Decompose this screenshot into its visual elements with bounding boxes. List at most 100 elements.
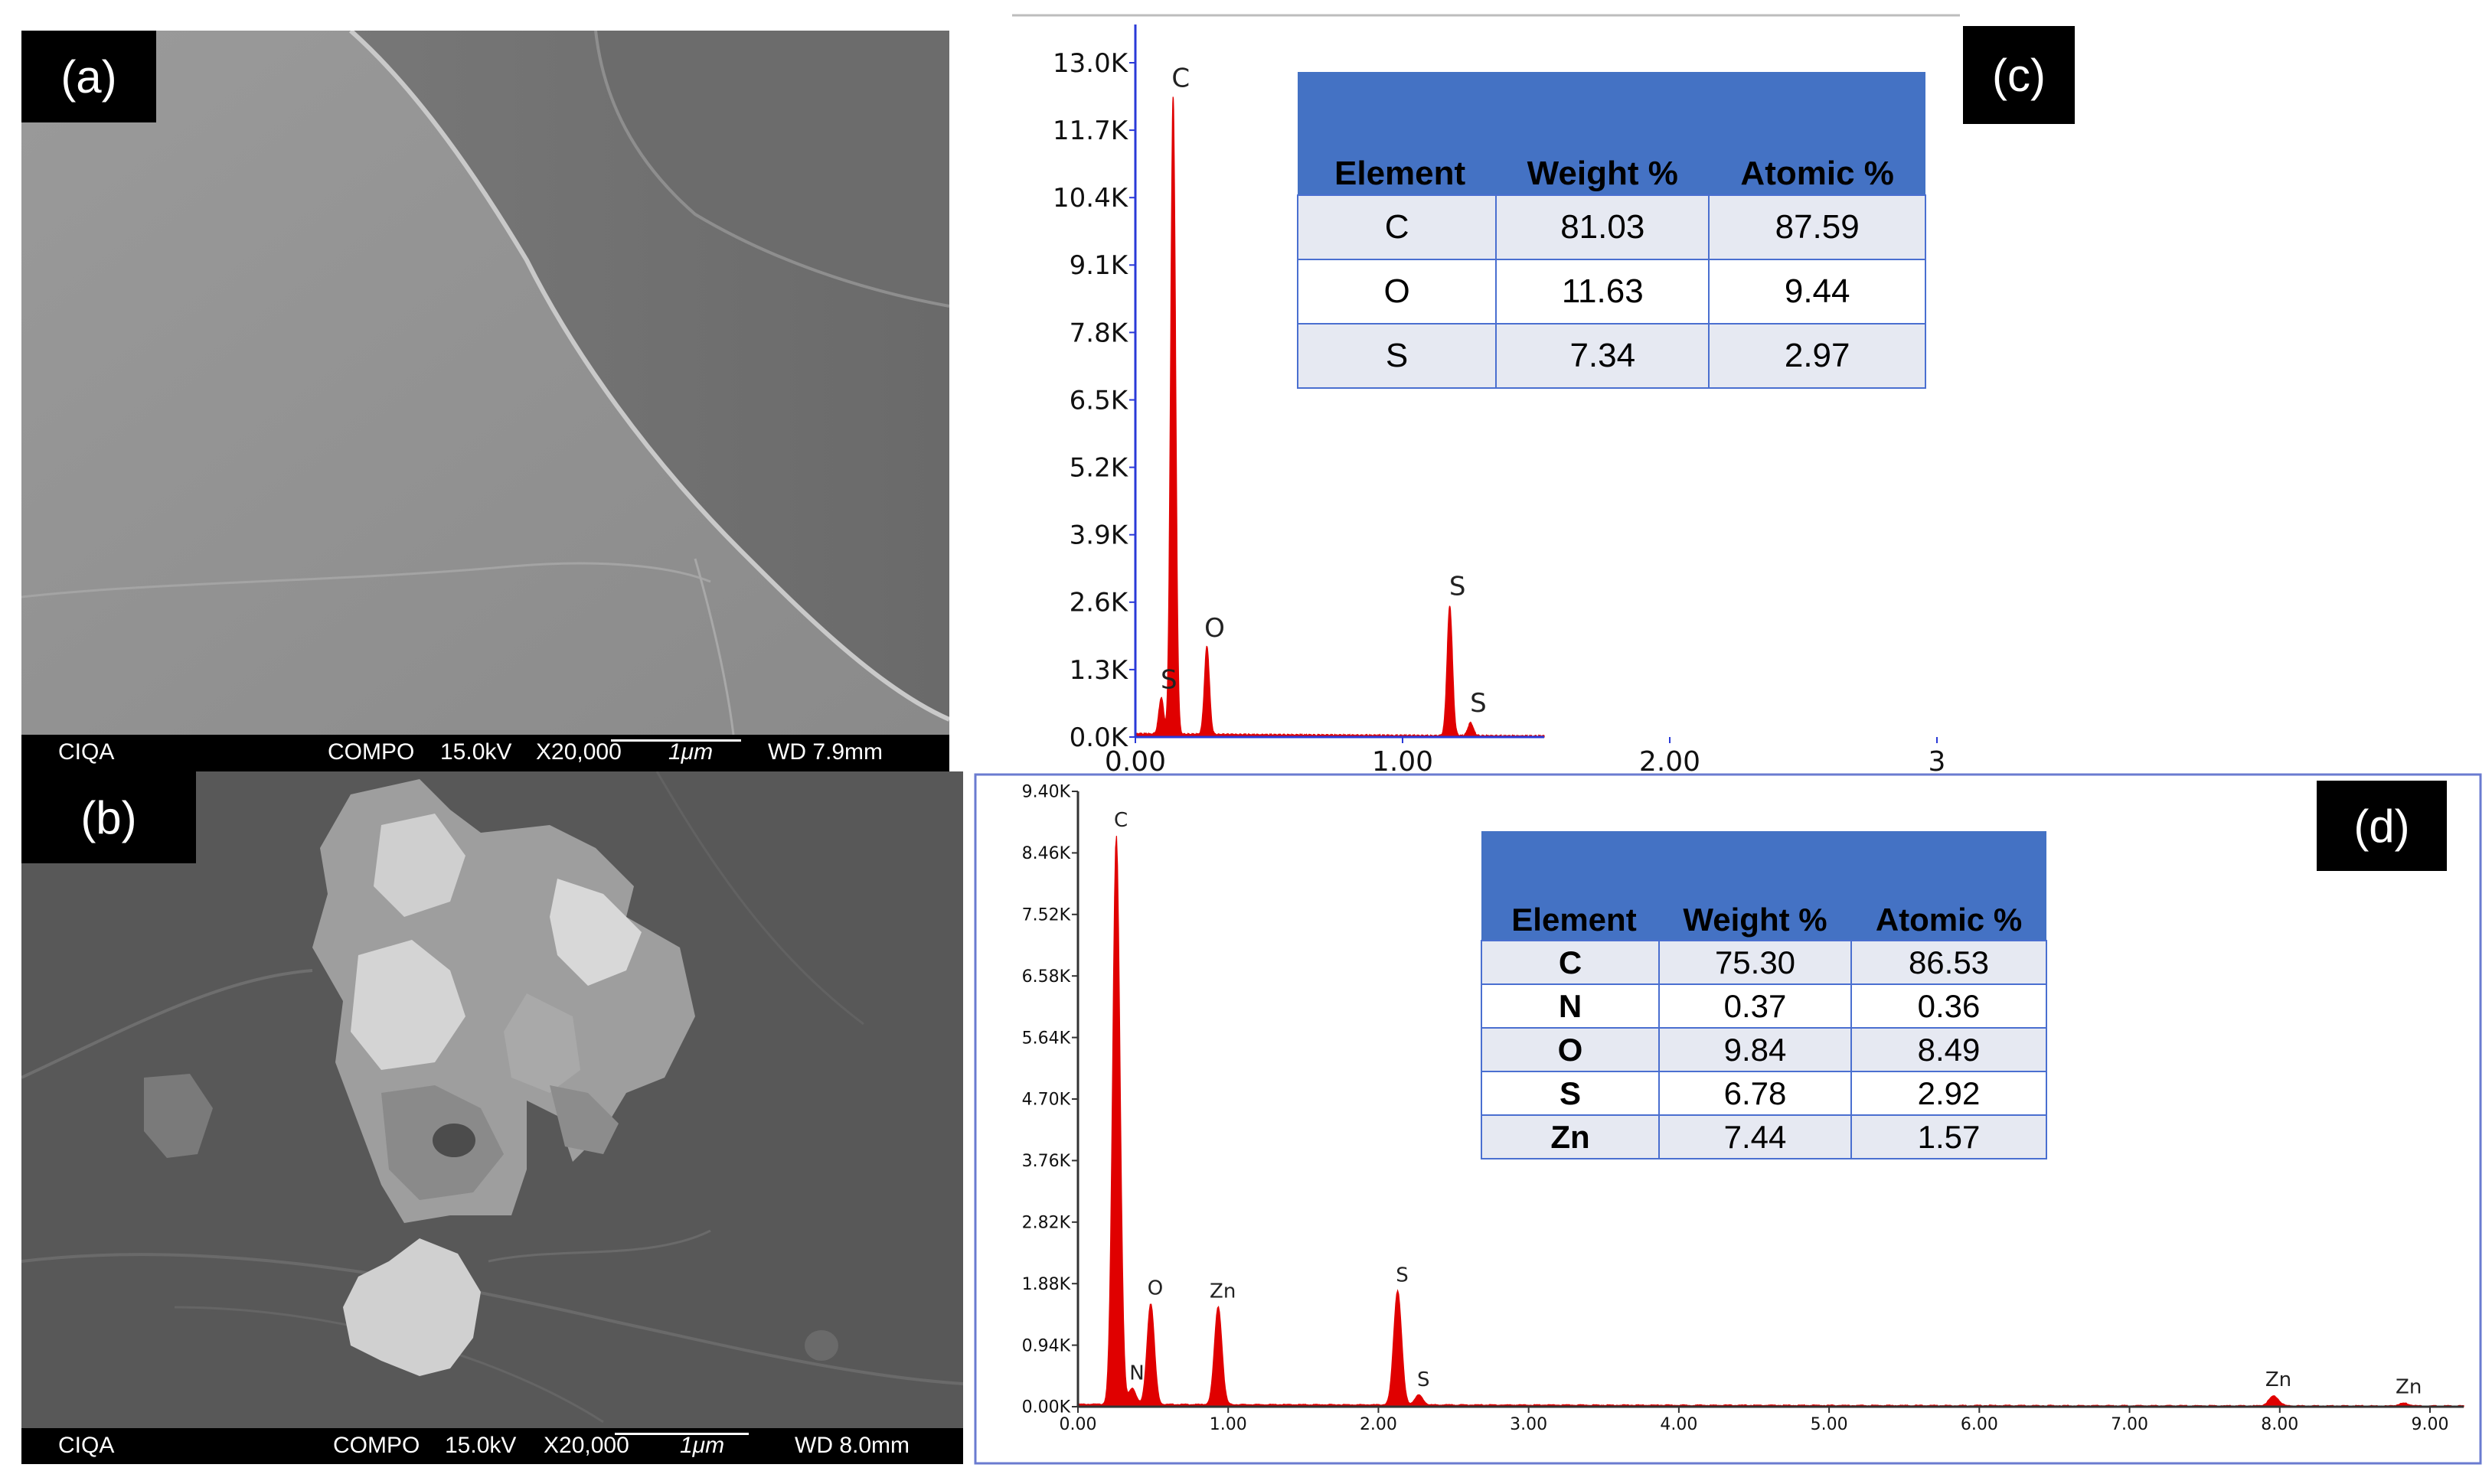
y-tick-label: 1.88K <box>1022 1275 1071 1294</box>
table-cell: 87.59 <box>1708 194 1926 260</box>
x-tick-label: 9.00 <box>2412 1415 2449 1434</box>
sem-voltage-label: 15.0kV <box>440 739 512 765</box>
sem-texture-b <box>21 771 963 1428</box>
sem-info-bar-b: CIQA COMPO 15.0kV X20,000 1μm WD 8.0mm <box>21 1428 963 1464</box>
peak-label: S <box>1396 1264 1409 1287</box>
peak-label: S <box>1449 572 1466 602</box>
sem-lab-label: CIQA <box>58 739 115 765</box>
panel-tag-b: (b) <box>21 771 196 863</box>
spectrum-area <box>1135 96 1545 738</box>
sem-magnification-label: X20,000 <box>536 739 622 765</box>
sem-voltage-label: 15.0kV <box>445 1433 517 1458</box>
column-header: Atomic % <box>1709 72 1925 195</box>
column-header: Element <box>1298 72 1497 195</box>
y-tick-label: 2.6K <box>1070 588 1129 618</box>
x-tick-label: 4.00 <box>1660 1415 1697 1434</box>
table-cell: C <box>1481 940 1660 985</box>
x-tick-label: 8.00 <box>2261 1415 2298 1434</box>
table-cell: N <box>1481 983 1660 1029</box>
sem-mode-label: COMPO <box>333 1433 420 1458</box>
table-cell: 8.49 <box>1850 1027 2048 1072</box>
x-tick-label: 5.00 <box>1811 1415 1848 1434</box>
y-tick-label: 8.46K <box>1022 844 1071 863</box>
x-tick-label: 6.00 <box>1961 1415 1998 1434</box>
y-tick-label: 3.76K <box>1022 1152 1071 1171</box>
sem-texture-a <box>21 31 949 735</box>
y-tick-label: 13.0K <box>1053 48 1129 79</box>
table-cell: 9.84 <box>1658 1027 1852 1072</box>
y-tick-label: 0.0K <box>1070 722 1129 753</box>
x-tick-label: 1.00 <box>1372 746 1433 773</box>
y-tick-label: 0.00K <box>1022 1398 1071 1417</box>
sem-working-distance-label: WD 7.9mm <box>768 739 883 765</box>
table-cell: 9.44 <box>1708 259 1926 325</box>
sem-mode-label: COMPO <box>328 739 415 765</box>
sem-lab-label: CIQA <box>58 1433 115 1458</box>
peak-label: Zn <box>1210 1280 1236 1303</box>
eds-table-c: Element Weight % Atomic % C 81.03 87.59 … <box>1296 72 1926 389</box>
table-cell: C <box>1296 194 1497 260</box>
y-tick-label: 3.9K <box>1070 520 1129 551</box>
table-cell: 0.37 <box>1658 983 1852 1029</box>
peak-label: C <box>1114 809 1128 832</box>
y-tick-label: 9.40K <box>1022 783 1071 802</box>
peak-label: O <box>1148 1277 1163 1300</box>
table-cell: 7.34 <box>1495 323 1710 389</box>
table-cell: S <box>1296 323 1497 389</box>
table-header-row: Element Weight % Atomic % <box>1481 831 2046 941</box>
y-tick-label: 1.3K <box>1070 655 1129 686</box>
table-cell: O <box>1296 259 1497 325</box>
table-cell: 2.97 <box>1708 323 1926 389</box>
sem-panel-b: (b) CIQA COMPO 15.0kV X20,000 1μm WD 8.0… <box>21 771 963 1464</box>
x-tick-label: 7.00 <box>2111 1415 2148 1434</box>
panel-tag-c: (c) <box>1963 26 2075 124</box>
table-cell: 1.57 <box>1850 1114 2048 1159</box>
table-cell: Zn <box>1481 1114 1660 1159</box>
panel-tag-a: (a) <box>21 31 156 122</box>
x-tick-label: 2.00 <box>1639 746 1700 773</box>
y-tick-label: 4.70K <box>1022 1091 1071 1110</box>
y-tick-label: 2.82K <box>1022 1214 1071 1233</box>
y-tick-label: 0.94K <box>1022 1336 1071 1355</box>
table-row: Zn 7.44 1.57 <box>1481 1114 2048 1159</box>
y-tick-label: 11.7K <box>1053 116 1129 146</box>
chart-frame <box>974 773 2482 1465</box>
eds-panel-d: 0.00K 0.94K 1.88K 2.82K 3.76K 4.70K 5.64K 6.58K… <box>974 773 2482 1465</box>
peak-label: S <box>1470 688 1487 719</box>
table-cell: 86.53 <box>1850 940 2048 985</box>
column-header: Weight % <box>1496 72 1710 195</box>
table-cell: 6.78 <box>1658 1071 1852 1116</box>
sem-scale-bar <box>611 739 741 742</box>
peak-label: C <box>1171 63 1190 93</box>
sem-info-bar-a: CIQA COMPO 15.0kV X20,000 1μm WD 7.9mm <box>21 735 949 771</box>
table-row: O 11.63 9.44 <box>1296 259 1926 325</box>
panel-tag-d: (d) <box>2317 781 2447 871</box>
table-row: C 81.03 87.59 <box>1296 194 1926 260</box>
sem-working-distance-label: WD 8.0mm <box>795 1433 910 1458</box>
eds-chart-d: 0.00K 0.94K 1.88K 2.82K 3.76K 4.70K 5.64K 6.58K… <box>974 773 2482 1465</box>
column-header: Element <box>1481 831 1659 941</box>
eds-table-d: Element Weight % Atomic % C 75.30 86.53 … <box>1481 831 2048 1159</box>
table-cell: 2.92 <box>1850 1071 2048 1116</box>
table-row: O 9.84 8.49 <box>1481 1027 2048 1072</box>
sem-image-b <box>21 771 963 1428</box>
table-cell: S <box>1481 1071 1660 1116</box>
peak-label: N <box>1129 1362 1144 1385</box>
x-tick-label: 0.00 <box>1105 746 1166 773</box>
y-tick-label: 7.52K <box>1022 906 1071 925</box>
table-cell: 81.03 <box>1495 194 1710 260</box>
y-tick-label: 5.2K <box>1070 453 1129 484</box>
y-tick-label: 9.1K <box>1070 250 1129 281</box>
sem-scale-bar <box>615 1433 749 1435</box>
eds-panel-c: 0.0K 1.3K 2.6K 3.9K 5.2K 6.5K 7.8K 9.1K 10.4K 11.… <box>988 8 2075 773</box>
table-cell: 11.63 <box>1495 259 1710 325</box>
table-cell: 75.30 <box>1658 940 1852 985</box>
eds-chart-c: 0.0K 1.3K 2.6K 3.9K 5.2K 6.5K 7.8K 9.1K 10.4K 11.… <box>1012 14 1960 773</box>
y-tick-label: 5.64K <box>1022 1029 1071 1048</box>
table-cell: O <box>1481 1027 1660 1072</box>
sem-magnification-label: X20,000 <box>544 1433 629 1458</box>
column-header: Weight % <box>1659 831 1851 941</box>
table-header-row: Element Weight % Atomic % <box>1298 72 1925 195</box>
peak-label: Zn <box>2265 1368 2291 1391</box>
y-tick-label: 6.5K <box>1070 385 1129 416</box>
